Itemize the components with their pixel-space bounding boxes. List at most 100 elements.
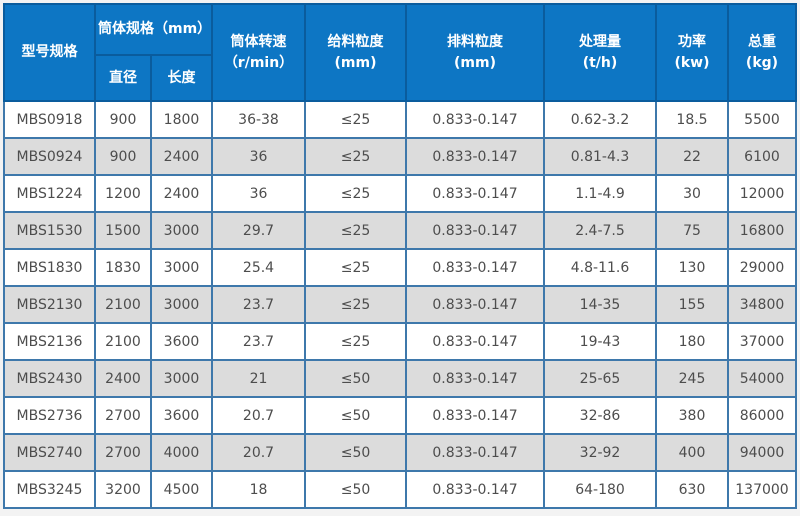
spec-cell: 0.833-0.147	[405, 174, 545, 213]
spec-cell: 25.4	[211, 248, 306, 287]
spec-cell: 2400	[150, 174, 213, 213]
spec-cell: 75	[655, 211, 729, 250]
spec-cell: ≤50	[304, 433, 407, 472]
spec-cell: 0.833-0.147	[405, 137, 545, 176]
spec-cell: 29000	[727, 248, 797, 287]
spec-cell: 23.7	[211, 322, 306, 361]
model-cell: MBS2136	[3, 322, 96, 361]
header-row-sub: 直径 长度	[4, 54, 796, 102]
spec-cell: 0.833-0.147	[405, 322, 545, 361]
spec-cell: 3000	[150, 359, 213, 398]
spec-cell: 0.833-0.147	[405, 433, 545, 472]
spec-cell: 3000	[150, 248, 213, 287]
spec-cell: 34800	[727, 285, 797, 324]
table-row: MBS2430 2400 3000 21 ≤50 0.833-0.147 25-65 245 5…	[3, 359, 797, 398]
spec-cell: 900	[94, 100, 152, 139]
spec-cell: ≤25	[304, 322, 407, 361]
spec-cell: 21	[211, 359, 306, 398]
spec-table-body: MBS0918 900 1800 36-38 ≤25 0.833-0.147 0.62-3.…	[3, 100, 797, 509]
model-cell: MBS0918	[3, 100, 96, 139]
spec-cell: 1500	[94, 211, 152, 250]
table-row: MBS2740 2700 4000 20.7 ≤50 0.833-0.147 32-92 40…	[3, 433, 797, 472]
spec-cell: 0.62-3.2	[543, 100, 657, 139]
table-row: MBS2130 2100 3000 23.7 ≤25 0.833-0.147 14-35 15…	[3, 285, 797, 324]
spec-cell: 5500	[727, 100, 797, 139]
spec-cell: 2700	[94, 433, 152, 472]
spec-cell: ≤50	[304, 359, 407, 398]
spec-cell: 23.7	[211, 285, 306, 324]
spec-cell: ≤25	[304, 100, 407, 139]
col-header-model: 型号规格	[3, 3, 96, 102]
rod-mill-spec-table: 型号规格 筒体规格（mm） 筒体转速 （r/min） 给料粒度 (mm) 排料粒…	[3, 3, 797, 509]
spec-cell: ≤25	[304, 248, 407, 287]
col-header-length: 长度	[150, 54, 213, 102]
model-cell: MBS2430	[3, 359, 96, 398]
col-header-weight: 总重 (kg)	[727, 3, 797, 102]
col-header-power: 功率 (kw)	[655, 3, 729, 102]
spec-cell: 0.833-0.147	[405, 100, 545, 139]
spec-cell: ≤50	[304, 396, 407, 435]
col-header-diameter: 直径	[94, 54, 152, 102]
spec-cell: 900	[94, 137, 152, 176]
spec-cell: 0.833-0.147	[405, 211, 545, 250]
spec-cell: 54000	[727, 359, 797, 398]
spec-cell: 14-35	[543, 285, 657, 324]
spec-cell: 630	[655, 470, 729, 509]
spec-cell: 0.833-0.147	[405, 248, 545, 287]
spec-cell: 16800	[727, 211, 797, 250]
table-row: MBS1830 1830 3000 25.4 ≤25 0.833-0.147 4.8-11.…	[3, 248, 797, 287]
table-row: MBS1224 1200 2400 36 ≤25 0.833-0.147 1.1-4.9 30…	[3, 174, 797, 213]
spec-cell: 1800	[150, 100, 213, 139]
model-cell: MBS2130	[3, 285, 96, 324]
spec-cell: 30	[655, 174, 729, 213]
model-cell: MBS2736	[3, 396, 96, 435]
spec-cell: 4000	[150, 433, 213, 472]
spec-cell: ≤50	[304, 470, 407, 509]
spec-cell: 22	[655, 137, 729, 176]
spec-cell: 2400	[94, 359, 152, 398]
spec-cell: 1830	[94, 248, 152, 287]
spec-cell: ≤25	[304, 285, 407, 324]
spec-cell: 2700	[94, 396, 152, 435]
spec-cell: 94000	[727, 433, 797, 472]
spec-cell: 4.8-11.6	[543, 248, 657, 287]
spec-cell: ≤25	[304, 174, 407, 213]
col-header-speed: 筒体转速 （r/min）	[211, 3, 306, 102]
spec-cell: 0.833-0.147	[405, 359, 545, 398]
spec-cell: 0.833-0.147	[405, 396, 545, 435]
spec-cell: 3600	[150, 322, 213, 361]
spec-cell: 36	[211, 137, 306, 176]
model-cell: MBS0924	[3, 137, 96, 176]
model-cell: MBS1224	[3, 174, 96, 213]
col-header-cylinder-spec: 筒体规格（mm）	[94, 3, 213, 56]
spec-cell: 3000	[150, 285, 213, 324]
table-row: MBS3245 3200 4500 18 ≤50 0.833-0.147 64-180 630…	[3, 470, 797, 509]
spec-cell: 155	[655, 285, 729, 324]
spec-cell: 1.1-4.9	[543, 174, 657, 213]
spec-cell: 3000	[150, 211, 213, 250]
spec-table-header: 型号规格 筒体规格（mm） 筒体转速 （r/min） 给料粒度 (mm) 排料粒…	[3, 3, 797, 102]
spec-cell: 0.833-0.147	[405, 470, 545, 509]
spec-cell: 3600	[150, 396, 213, 435]
spec-cell: 25-65	[543, 359, 657, 398]
spec-cell: 400	[655, 433, 729, 472]
table-row: MBS2136 2100 3600 23.7 ≤25 0.833-0.147 19-43 18…	[3, 322, 797, 361]
table-row: MBS2736 2700 3600 20.7 ≤50 0.833-0.147 32-86 38…	[3, 396, 797, 435]
spec-cell: 20.7	[211, 396, 306, 435]
spec-cell: 130	[655, 248, 729, 287]
col-header-capacity: 处理量 (t/h)	[543, 3, 657, 102]
spec-cell: 37000	[727, 322, 797, 361]
spec-cell: 4500	[150, 470, 213, 509]
spec-cell: 0.833-0.147	[405, 285, 545, 324]
spec-cell: 380	[655, 396, 729, 435]
model-cell: MBS3245	[3, 470, 96, 509]
spec-cell: 12000	[727, 174, 797, 213]
spec-cell: 36	[211, 174, 306, 213]
col-header-feed-size: 给料粒度 (mm)	[304, 3, 407, 102]
col-header-discharge-size: 排料粒度 (mm)	[405, 3, 545, 102]
spec-cell: 3200	[94, 470, 152, 509]
spec-cell: 18	[211, 470, 306, 509]
spec-cell: 32-92	[543, 433, 657, 472]
spec-cell: 64-180	[543, 470, 657, 509]
